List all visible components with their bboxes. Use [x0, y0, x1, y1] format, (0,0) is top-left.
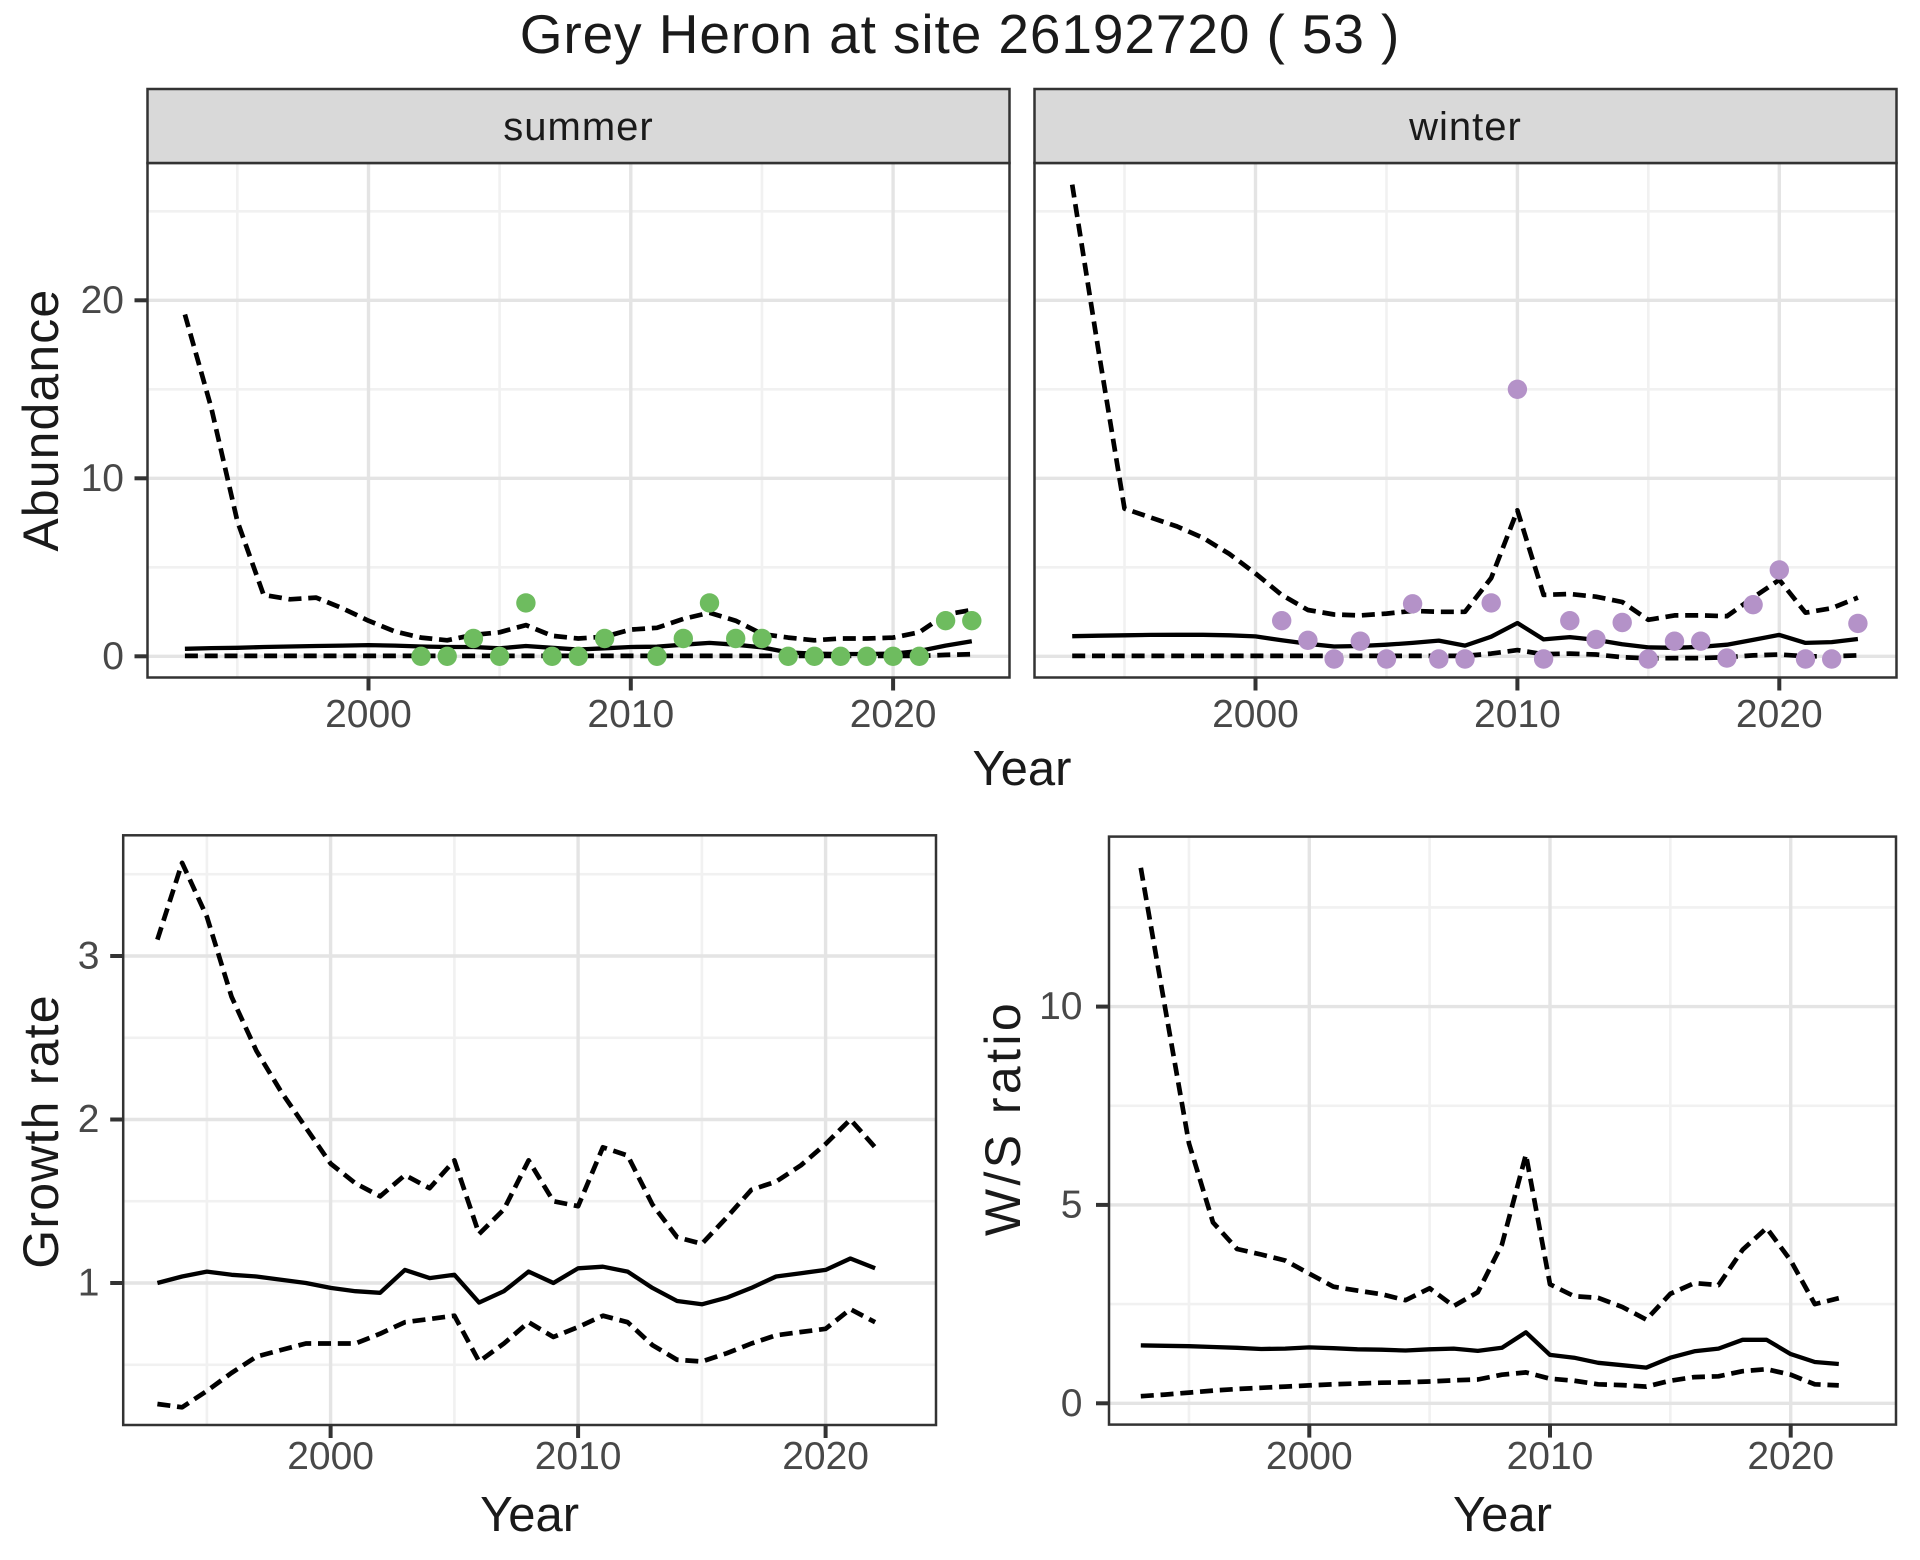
- svg-text:2000: 2000: [325, 693, 412, 736]
- svg-text:winter: winter: [1408, 105, 1522, 149]
- svg-text:2000: 2000: [1212, 693, 1299, 736]
- svg-text:2010: 2010: [535, 1435, 622, 1478]
- svg-text:5: 5: [1061, 1183, 1083, 1226]
- svg-text:0: 0: [102, 635, 124, 678]
- svg-text:2010: 2010: [1474, 693, 1561, 736]
- svg-text:1: 1: [78, 1262, 100, 1305]
- svg-text:10: 10: [81, 457, 124, 500]
- svg-text:2020: 2020: [1736, 693, 1823, 736]
- svg-text:2000: 2000: [1266, 1435, 1353, 1478]
- svg-text:Year: Year: [480, 1488, 579, 1542]
- svg-text:Year: Year: [972, 742, 1071, 796]
- svg-text:2020: 2020: [1747, 1435, 1834, 1478]
- svg-text:10: 10: [1039, 985, 1082, 1028]
- svg-text:3: 3: [78, 935, 100, 978]
- svg-text:Growth rate: Growth rate: [13, 994, 69, 1268]
- svg-text:Year: Year: [1453, 1488, 1552, 1542]
- svg-text:2010: 2010: [1507, 1435, 1594, 1478]
- svg-text:2020: 2020: [850, 693, 937, 736]
- svg-text:Abundance: Abundance: [13, 289, 69, 552]
- svg-text:Grey Heron at site 26192720 (: Grey Heron at site 26192720 ( 53 ): [520, 3, 1401, 65]
- svg-text:2010: 2010: [587, 693, 674, 736]
- svg-text:W/S ratio: W/S ratio: [975, 1000, 1031, 1236]
- svg-text:2: 2: [78, 1098, 100, 1141]
- svg-text:2020: 2020: [782, 1435, 869, 1478]
- svg-text:2000: 2000: [287, 1435, 374, 1478]
- svg-text:0: 0: [1061, 1382, 1083, 1425]
- svg-text:summer: summer: [503, 105, 653, 149]
- svg-text:20: 20: [81, 279, 124, 322]
